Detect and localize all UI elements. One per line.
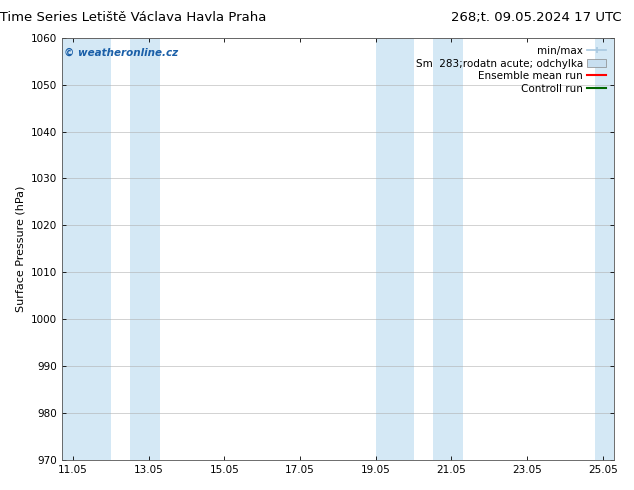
- Bar: [130, 38, 160, 460]
- Bar: [595, 38, 614, 460]
- Text: ENS Time Series Letiště Václava Havla Praha: ENS Time Series Letiště Václava Havla Pr…: [0, 11, 266, 24]
- Text: 268;t. 09.05.2024 17 UTC: 268;t. 09.05.2024 17 UTC: [451, 11, 621, 24]
- Bar: [432, 38, 463, 460]
- Y-axis label: Surface Pressure (hPa): Surface Pressure (hPa): [15, 186, 25, 312]
- Legend: min/max, Sm  283;rodatn acute; odchylka, Ensemble mean run, Controll run: min/max, Sm 283;rodatn acute; odchylka, …: [413, 43, 609, 97]
- Bar: [376, 38, 413, 460]
- Bar: [61, 38, 111, 460]
- Text: © weatheronline.cz: © weatheronline.cz: [65, 48, 179, 58]
